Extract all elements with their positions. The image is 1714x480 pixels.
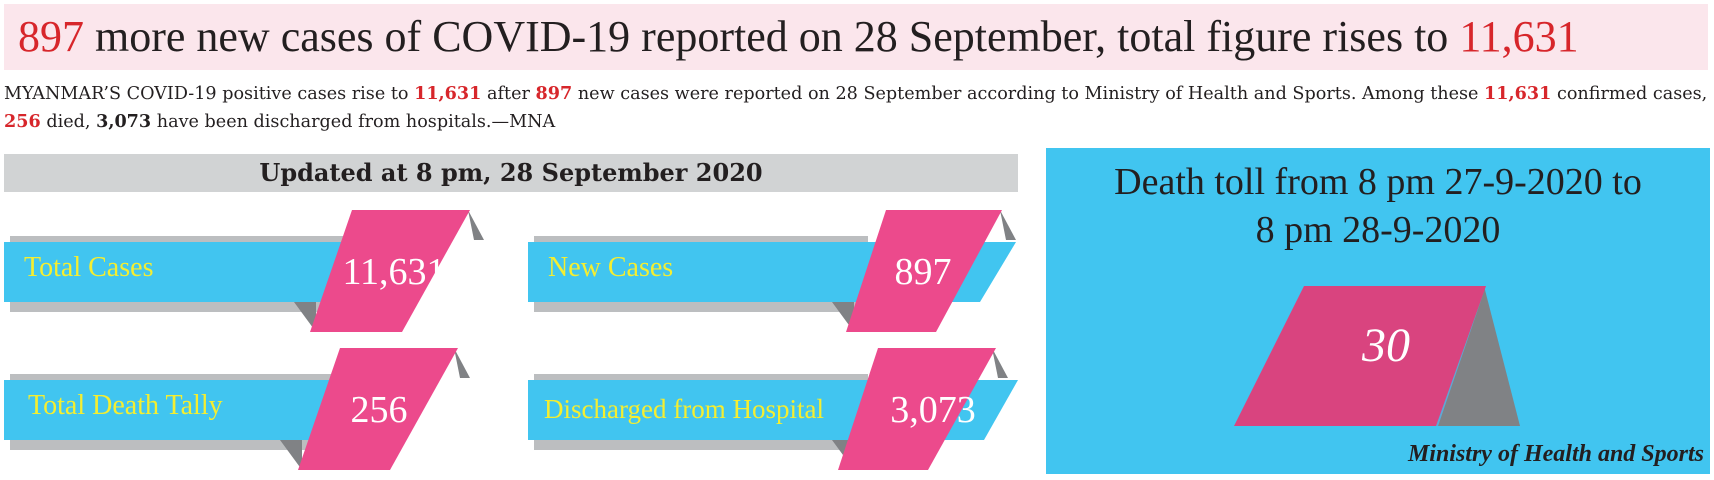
tile-graphic xyxy=(4,210,484,332)
death-toll-title: Death toll from 8 pm 27-9-2020 to 8 pm 2… xyxy=(1046,158,1710,254)
headline-total: 11,631 xyxy=(1459,12,1579,61)
tile-new-cases: New Cases 897 xyxy=(528,210,1018,334)
source-credit: Ministry of Health and Sports xyxy=(1407,441,1704,467)
updated-bar: Updated at 8 pm, 28 September 2020 xyxy=(4,154,1018,192)
death-toll-panel: Death toll from 8 pm 27-9-2020 to 8 pm 2… xyxy=(1046,148,1710,474)
tile-total-death-tally: Total Death Tally 256 xyxy=(4,348,484,472)
tile-value: 11,631 xyxy=(342,251,446,293)
tile-graphic xyxy=(528,210,1016,332)
headline-text: more new cases of COVID-19 reported on 2… xyxy=(84,12,1460,61)
death-toll-value: 30 xyxy=(1362,319,1410,372)
intro-new-cases: 897 xyxy=(535,83,573,104)
intro-total: 11,631 xyxy=(414,83,482,104)
tile-label: Discharged from Hospital xyxy=(544,394,824,424)
intro-deaths: 256 xyxy=(4,111,41,132)
tile-label: New Cases xyxy=(548,252,674,283)
intro-text-2: after xyxy=(481,84,536,104)
tile-value: 897 xyxy=(894,251,952,293)
death-toll-title-line1: Death toll from 8 pm 27-9-2020 to xyxy=(1114,161,1642,203)
tile-total-cases: Total Cases 11,631 xyxy=(4,210,484,334)
death-toll-title-line2: 8 pm 28-9-2020 xyxy=(1255,209,1501,251)
intro-text-1: MYANMAR’S COVID-19 positive cases rise t… xyxy=(4,84,415,104)
tile-label: Total Cases xyxy=(24,252,154,283)
tile-value: 256 xyxy=(350,389,408,431)
intro-text-5: died, xyxy=(40,112,97,132)
tile-graphic xyxy=(4,348,470,470)
headline: 897 more new cases of COVID-19 reported … xyxy=(4,4,1708,70)
intro-paragraph: MYANMAR’S COVID-19 positive cases rise t… xyxy=(4,80,1710,136)
intro-text-3: new cases were reported on 28 September … xyxy=(572,84,1485,104)
tile-graphic xyxy=(528,348,1018,470)
tile-discharged: Discharged from Hospital 3,073 xyxy=(528,348,1018,472)
intro-total-2: 11,631 xyxy=(1484,83,1552,104)
intro-text-4: confirmed cases, xyxy=(1551,84,1708,104)
headline-new-cases: 897 xyxy=(18,12,84,61)
death-toll-graphic xyxy=(1234,286,1520,426)
intro-discharged: 3,073 xyxy=(96,111,152,132)
tile-label: Total Death Tally xyxy=(28,390,223,421)
intro-text-6: have been discharged from hospitals.—MNA xyxy=(151,112,556,132)
tile-value: 3,073 xyxy=(890,389,976,431)
